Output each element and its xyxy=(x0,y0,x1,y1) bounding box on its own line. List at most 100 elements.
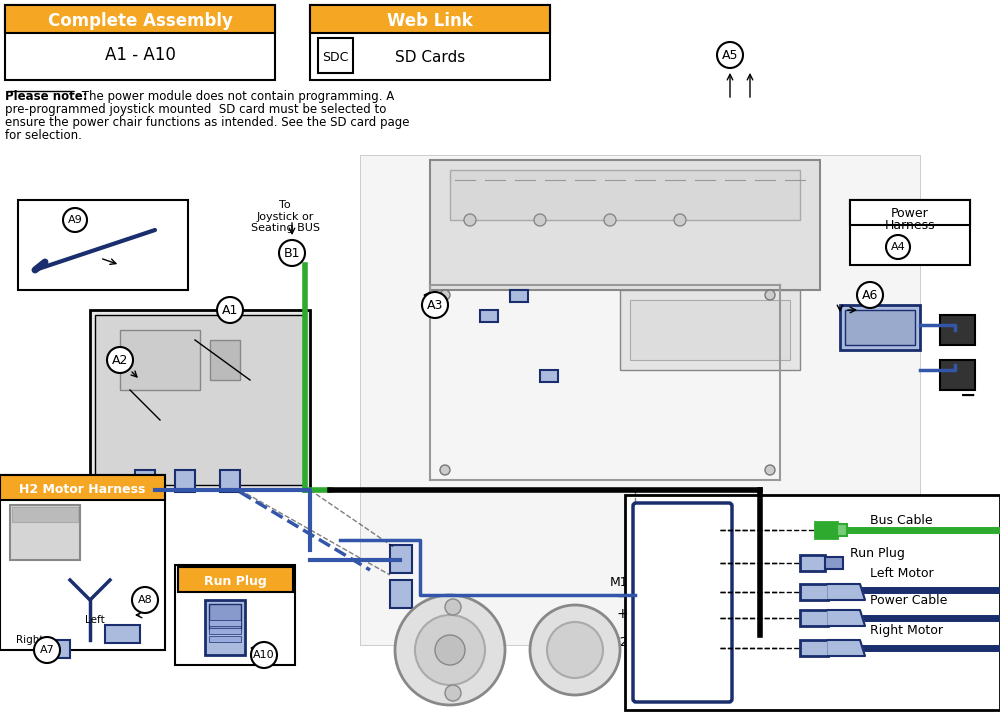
Bar xyxy=(178,567,293,592)
Bar xyxy=(18,200,188,290)
Text: A8: A8 xyxy=(138,595,152,605)
Bar xyxy=(625,495,1000,710)
Text: Bus Cable: Bus Cable xyxy=(870,514,933,527)
Text: +: + xyxy=(960,361,976,379)
Text: A9: A9 xyxy=(68,215,82,225)
Text: A3: A3 xyxy=(427,299,443,312)
Bar xyxy=(5,5,275,33)
Circle shape xyxy=(440,290,450,300)
Text: M2: M2 xyxy=(609,636,628,649)
Bar xyxy=(645,525,720,547)
Text: A2: A2 xyxy=(112,354,128,366)
Bar xyxy=(95,315,305,485)
Bar xyxy=(0,475,165,650)
Circle shape xyxy=(107,347,133,373)
Bar xyxy=(850,200,970,225)
Text: Left: Left xyxy=(85,615,105,625)
Bar xyxy=(120,330,200,390)
Circle shape xyxy=(251,642,277,668)
Text: Web Link: Web Link xyxy=(387,12,473,30)
Circle shape xyxy=(857,282,883,308)
FancyBboxPatch shape xyxy=(633,503,732,702)
Bar xyxy=(5,5,275,80)
Circle shape xyxy=(445,599,461,615)
Text: −: − xyxy=(960,385,976,405)
Text: +: + xyxy=(616,607,628,621)
Bar xyxy=(645,585,720,607)
Text: A6: A6 xyxy=(862,289,878,302)
Bar xyxy=(845,310,915,345)
Circle shape xyxy=(395,595,505,705)
Polygon shape xyxy=(828,610,865,626)
Bar xyxy=(209,604,241,629)
Text: Power: Power xyxy=(891,207,929,220)
Bar xyxy=(510,290,528,302)
Bar xyxy=(390,545,412,573)
Circle shape xyxy=(34,637,60,663)
Bar xyxy=(135,470,155,492)
Text: B1: B1 xyxy=(284,246,300,259)
Text: A10: A10 xyxy=(253,650,275,660)
Text: Please note:: Please note: xyxy=(5,90,88,103)
Circle shape xyxy=(435,635,465,665)
Bar xyxy=(105,625,140,643)
Text: The power module does not contain programming. A: The power module does not contain progra… xyxy=(78,90,394,103)
Text: To
Joystick or
Seating BUS: To Joystick or Seating BUS xyxy=(251,200,320,233)
Bar xyxy=(645,641,720,663)
Bar xyxy=(209,628,241,634)
Circle shape xyxy=(765,290,775,300)
Bar xyxy=(310,5,550,80)
Text: Harness: Harness xyxy=(885,218,935,232)
Text: Power Cable: Power Cable xyxy=(870,594,947,607)
Bar xyxy=(0,475,165,500)
Bar xyxy=(175,565,295,665)
Text: A7: A7 xyxy=(40,645,54,655)
Bar xyxy=(10,505,80,560)
Circle shape xyxy=(717,42,743,68)
Circle shape xyxy=(604,214,616,226)
Bar xyxy=(645,555,720,577)
Bar xyxy=(837,524,847,536)
Circle shape xyxy=(422,292,448,318)
Bar xyxy=(840,305,920,350)
Bar xyxy=(220,470,240,492)
Circle shape xyxy=(886,235,910,259)
Bar xyxy=(90,310,310,490)
Circle shape xyxy=(415,615,485,685)
Text: ensure the power chair functions as intended. See the SD card page: ensure the power chair functions as inte… xyxy=(5,116,410,129)
Circle shape xyxy=(530,605,620,695)
Bar xyxy=(540,370,558,382)
Circle shape xyxy=(217,297,243,323)
Circle shape xyxy=(464,214,476,226)
Bar xyxy=(850,200,970,265)
Circle shape xyxy=(674,214,686,226)
Text: pre-programmed joystick mounted  SD card must be selected to: pre-programmed joystick mounted SD card … xyxy=(5,103,386,116)
Text: A1 - A10: A1 - A10 xyxy=(105,46,175,64)
Bar xyxy=(390,580,412,608)
Text: Complete Assembly: Complete Assembly xyxy=(48,12,232,30)
Bar xyxy=(210,340,240,380)
Circle shape xyxy=(132,587,158,613)
Bar xyxy=(209,620,241,626)
Bar xyxy=(430,160,820,290)
Text: Right: Right xyxy=(16,635,44,645)
Bar xyxy=(205,600,245,655)
Circle shape xyxy=(279,240,305,266)
Circle shape xyxy=(765,465,775,475)
Text: for selection.: for selection. xyxy=(5,129,82,142)
Bar xyxy=(480,310,498,322)
Bar xyxy=(175,470,195,492)
Bar xyxy=(400,280,455,320)
Circle shape xyxy=(547,622,603,678)
Bar xyxy=(800,640,828,656)
Bar xyxy=(800,555,825,571)
Circle shape xyxy=(445,685,461,701)
Text: H2 Motor Harness: H2 Motor Harness xyxy=(19,482,145,495)
Polygon shape xyxy=(828,584,865,600)
Bar xyxy=(40,640,70,658)
Text: A5: A5 xyxy=(722,48,738,61)
Bar xyxy=(800,610,828,626)
Bar xyxy=(209,636,241,642)
Bar xyxy=(815,522,837,538)
Bar xyxy=(825,557,843,569)
